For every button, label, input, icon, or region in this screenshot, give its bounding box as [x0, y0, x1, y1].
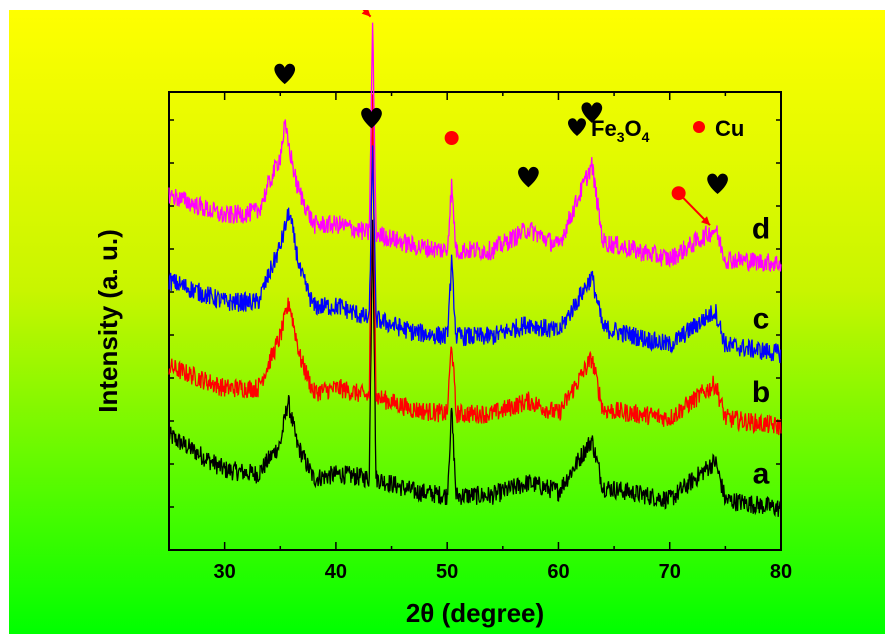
- y-axis-title: Intensity (a. u.): [93, 229, 123, 412]
- fe3o4-peak-heart-icon: [361, 107, 382, 129]
- legend: Fe3O4 Cu: [568, 116, 744, 145]
- legend-heart-icon: [568, 118, 586, 136]
- cu-peak-marker-icon: [671, 186, 686, 201]
- x-tick-label: 80: [770, 561, 792, 583]
- fe3o4-peak-heart-icon: [274, 63, 296, 85]
- fe3o4-peak-heart-icon: [518, 166, 539, 188]
- annotation-layer: [274, 10, 728, 226]
- series-c-line: [168, 145, 782, 364]
- plot-frame: [168, 91, 782, 551]
- cu-peak-arrowhead: [701, 216, 711, 226]
- legend-cu-marker-icon: [693, 121, 705, 133]
- label-layer: a b c d: [752, 212, 770, 490]
- legend-label-fe3o4: Fe3O4: [591, 116, 650, 145]
- x-tick-label: 40: [325, 561, 347, 583]
- x-tick-label: 70: [659, 561, 681, 583]
- series-d-line: [168, 22, 782, 273]
- xrd-chart: 30 40 50 60 70 80 a b c d 2θ (degree) Intensity …: [93, 10, 792, 628]
- figure-background: 30 40 50 60 70 80 a b c d 2θ (degree) Intensity …: [9, 10, 885, 634]
- x-tick-label: 50: [436, 561, 458, 583]
- cu-peak-arrowhead: [361, 10, 371, 17]
- series-d-label: d: [752, 212, 770, 245]
- series-layer: [168, 22, 782, 518]
- series-c-label: c: [753, 303, 770, 336]
- fe3o4-peak-heart-icon: [707, 173, 728, 195]
- x-axis-title: 2θ (degree): [406, 598, 544, 628]
- series-a-line: [168, 219, 782, 518]
- x-tick-label: 30: [214, 561, 236, 583]
- series-b-label: b: [752, 376, 770, 409]
- fe3o4-peak-heart-icon: [581, 102, 603, 123]
- cu-peak-marker-icon: [444, 131, 459, 145]
- legend-label-cu: Cu: [715, 116, 744, 141]
- x-tick-label: 60: [547, 561, 569, 583]
- tick-layer: 30 40 50 60 70 80: [168, 92, 792, 583]
- series-a-label: a: [753, 458, 770, 491]
- series-b-line: [168, 94, 782, 436]
